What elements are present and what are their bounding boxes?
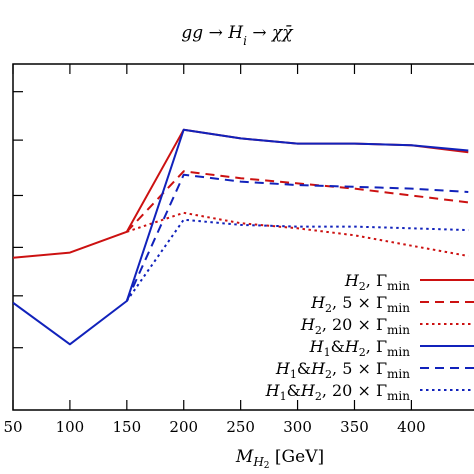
- legend-label-0: H2, Γmin: [344, 271, 410, 293]
- x-tick-label-350: 350: [340, 418, 369, 436]
- legend-label-2: H2, 20 × Γmin: [300, 315, 410, 337]
- series-line-3: [13, 128, 469, 346]
- chart-title: gg → Hi → χχ̄: [181, 23, 294, 48]
- legend-label-5: H1&H2, 20 × Γmin: [265, 381, 411, 403]
- legend-label-4: H1&H2, 5 × Γmin: [275, 359, 410, 381]
- x-tick-label-250: 250: [226, 418, 255, 436]
- legend-label-1: H2, 5 × Γmin: [310, 293, 410, 315]
- x-tick-label-50: 50: [3, 418, 22, 436]
- series-line-5: [125, 218, 469, 302]
- x-tick-label-400: 400: [397, 418, 426, 436]
- series-line-4: [125, 173, 469, 302]
- legend-label-3: H1&H2, Γmin: [309, 337, 411, 359]
- series-line-1: [126, 170, 469, 233]
- x-tick-label-100: 100: [56, 418, 85, 436]
- x-tick-label-300: 300: [283, 418, 312, 436]
- x-tick-label-150: 150: [113, 418, 142, 436]
- plot-frame: [12, 63, 474, 411]
- x-axis-label: MH2 [GeV]: [235, 447, 324, 471]
- series-line-2: [126, 211, 469, 257]
- x-tick-label-200: 200: [169, 418, 198, 436]
